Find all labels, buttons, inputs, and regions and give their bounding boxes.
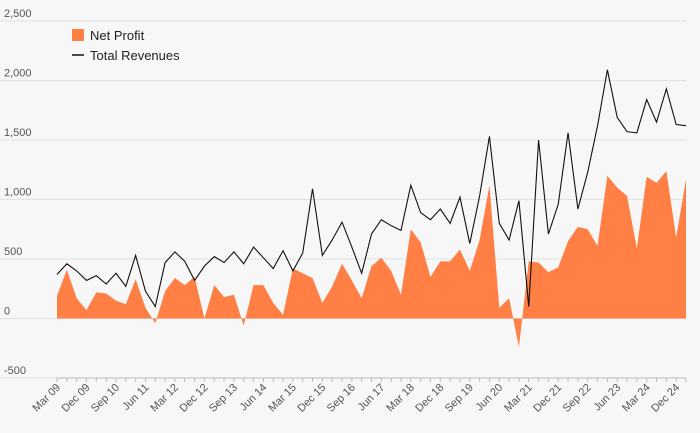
legend-label-total-revenues: Total Revenues <box>90 48 180 63</box>
x-tick-label: Jun 17 <box>356 382 388 414</box>
x-tick-label: Dec 24 <box>649 382 682 415</box>
legend-swatch-net-profit <box>72 29 84 41</box>
x-tick-label: Jun 11 <box>120 382 151 413</box>
x-tick-label: Dec 18 <box>413 382 446 415</box>
y-tick-label: 500 <box>4 246 22 258</box>
y-tick-label: -500 <box>4 365 26 377</box>
x-tick-label: Mar 21 <box>502 382 535 415</box>
gridlines <box>0 20 686 379</box>
y-tick-label: 0 <box>4 306 10 318</box>
y-tick-label: 2,500 <box>4 8 32 20</box>
y-axis: -500 0 500 1,000 1,500 2,000 2,500 <box>4 8 32 377</box>
x-tick-label: Sep 16 <box>325 382 358 415</box>
x-tick-label: Jun 23 <box>591 382 623 414</box>
x-tick-label: Sep 22 <box>561 382 594 415</box>
x-tick-label: Sep 13 <box>207 382 240 415</box>
x-tick-label: Mar 18 <box>384 382 417 415</box>
x-tick-label: Mar 15 <box>266 382 299 415</box>
legend: Net Profit Total Revenues <box>72 28 180 63</box>
x-tick-label: Sep 19 <box>443 382 476 415</box>
x-tick-label: Dec 12 <box>177 382 210 415</box>
x-tick-label: Mar 24 <box>620 382 653 415</box>
x-tick-label: Dec 15 <box>295 382 328 415</box>
y-tick-label: 1,000 <box>4 187 32 199</box>
x-tick-label: Sep 10 <box>89 382 122 415</box>
total-revenues-line <box>56 69 687 309</box>
x-tick-label: Dec 09 <box>59 382 92 415</box>
x-tick-label: Jun 20 <box>474 382 506 414</box>
total-revenues-series <box>56 69 687 309</box>
y-tick-label: 1,500 <box>4 127 32 139</box>
x-tick-label: Mar 09 <box>30 382 63 415</box>
y-tick-label: 2,000 <box>4 68 32 80</box>
x-tick-label: Dec 21 <box>531 382 564 415</box>
x-tick-label: Mar 12 <box>148 382 181 415</box>
legend-label-net-profit: Net Profit <box>90 28 145 43</box>
x-tick-label: Jun 14 <box>238 382 270 414</box>
